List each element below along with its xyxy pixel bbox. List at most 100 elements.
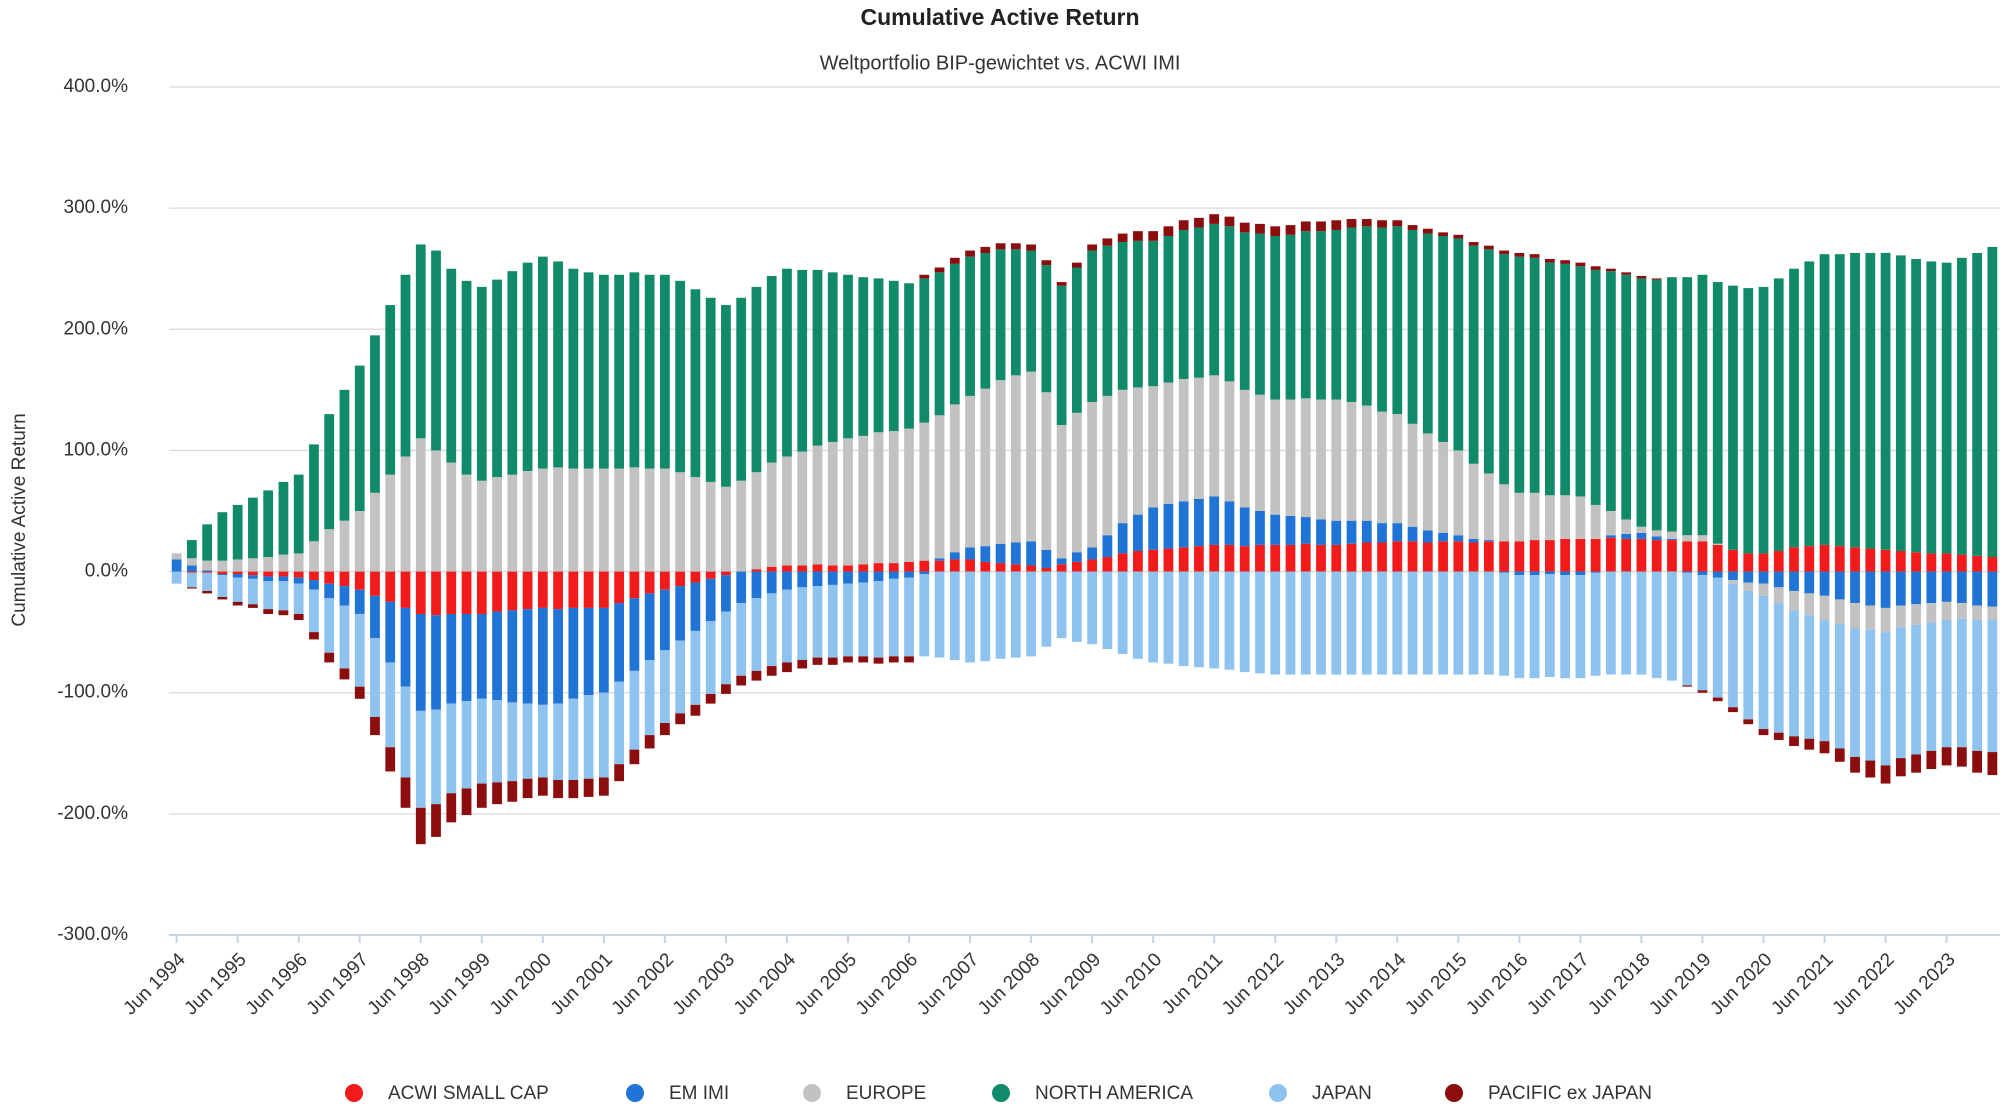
bar-segment [1529,257,1540,493]
bar-segment [1499,250,1509,255]
bar-segment [1789,736,1799,747]
bar-segment [1026,565,1036,572]
bar-segment [644,571,655,594]
bar-segment [629,598,640,671]
bar-segment [614,603,625,682]
bar-segment [415,244,426,439]
bar-segment [1133,571,1143,659]
bar-segment [1056,282,1067,286]
x-tick-label: Jun 1994 [120,949,190,1019]
bar-segment [248,575,258,579]
bar-segment [1743,288,1754,554]
bar-segment [202,571,213,573]
bar-segment [1087,547,1098,560]
bar-segment [1041,571,1052,647]
bar-segment [415,571,426,614]
bar-segment [644,593,655,661]
legend-marker [626,1084,644,1102]
bar-segment [1316,221,1326,232]
bar-segment [1834,748,1845,762]
bar-segment [1697,535,1708,542]
bar-segment [293,571,304,578]
bar-segment [1483,540,1494,542]
bar-segment [1773,587,1784,604]
bar-segment [217,597,228,600]
bar-segment [1514,252,1525,257]
bar-segment [690,704,701,716]
bar-segment [263,557,274,572]
bar-segment [1117,553,1128,572]
bar-segment [1392,414,1403,524]
bar-segment [1987,571,1998,607]
bar-segment [1071,267,1082,413]
bar-segment [370,492,380,572]
bar-segment [1300,543,1311,572]
bar-segment [400,607,411,687]
bar-segment [583,468,594,572]
bar-segment [1956,603,1967,619]
bar-segment [858,571,869,583]
bar-segment [644,274,655,469]
bar-segment [1972,605,1982,621]
bar-segment [202,572,213,591]
bar-segment [1682,571,1693,573]
bar-segment [583,695,594,779]
bar-segment [461,701,472,789]
bar-segment [583,607,594,696]
bar-segment [1682,685,1693,687]
bar-segment [1529,492,1540,541]
bar-segment [1972,252,1982,556]
bar-segment [1819,620,1830,742]
bar-segment [1819,741,1830,754]
bar-segment [1377,542,1387,572]
bar-segment [370,335,380,493]
bar-segment [1071,262,1082,268]
bar-segment [1087,571,1098,645]
bar-segment [1758,729,1769,736]
bar-segment [980,252,991,389]
bar-segment [476,286,487,481]
bar-segment [1682,572,1693,686]
bar-segment [1041,567,1052,572]
bar-segment [721,571,731,576]
bar-segment [1163,571,1174,664]
bar-segment [1941,747,1952,766]
bar-segment [751,286,762,473]
bar-segment [446,703,457,794]
legend-label: JAPAN [1312,1083,1372,1104]
bar-segment [1956,747,1967,767]
bar-segment [1560,571,1571,576]
bar-segment [1468,242,1479,246]
bar-segment [1606,511,1616,536]
bar-segment [1331,220,1342,230]
bar-segment [1758,553,1769,572]
bar-segment [522,703,533,779]
bar-segment [1041,392,1052,550]
y-tick-label: -100.0% [57,682,128,703]
bar-segment [1438,541,1448,572]
bar-segment [446,613,457,704]
bar-segment [1300,517,1311,544]
bar-segment [263,490,274,558]
bar-segment [1850,756,1860,773]
bar-segment [721,486,731,572]
bar-segment [1407,541,1418,572]
bar-segment [1117,242,1128,390]
bar-segment [965,559,975,572]
chart-subtitle: Weltportfolio BIP-gewichtet vs. ACWI IMI [820,52,1181,74]
bar-segment [492,782,502,805]
bar-segment [1224,226,1235,382]
bar-segment [1133,550,1143,572]
bar-segment [1346,543,1357,572]
bar-segment [904,571,914,578]
bar-segment [1926,261,1937,554]
bar-segment [1636,278,1647,527]
bar-segment [675,571,686,587]
bar-segment [1270,571,1281,675]
bar-segment [812,657,823,665]
bar-segment [1834,546,1845,572]
bar-segment [1697,690,1708,693]
bar-segment [1972,620,1982,751]
bar-segment [1468,245,1479,464]
bar-segment [675,472,686,572]
